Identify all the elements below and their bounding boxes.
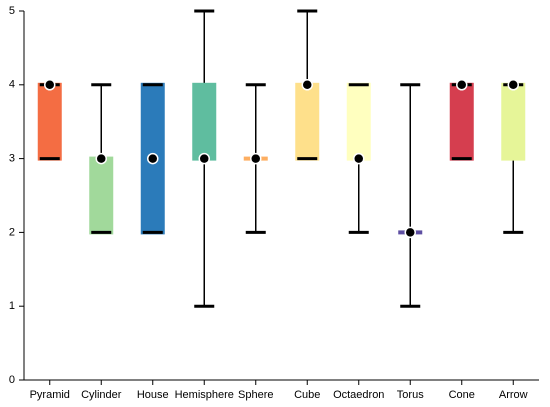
median-dot: [456, 79, 468, 91]
box: [501, 82, 526, 161]
median-dot: [404, 226, 416, 239]
x-tick-label: Cylinder: [81, 389, 122, 401]
median-dot: [353, 152, 365, 165]
y-tick-label: 5: [9, 5, 15, 17]
x-tick-label: Octaedron: [333, 389, 384, 401]
x-tick-label: House: [137, 389, 169, 401]
box: [295, 82, 320, 161]
box: [449, 82, 474, 161]
x-tick-label: Cube: [294, 389, 320, 401]
y-tick-label: 4: [9, 79, 15, 91]
y-tick-label: 0: [9, 374, 15, 386]
y-tick-label: 1: [9, 300, 15, 312]
median-dot: [301, 79, 313, 91]
x-tick-label: Sphere: [238, 389, 273, 401]
median-dot: [95, 152, 107, 165]
box: [346, 82, 371, 161]
y-tick-label: 2: [9, 226, 15, 238]
median-dot: [198, 152, 210, 165]
x-tick-label: Cone: [449, 389, 475, 401]
box: [37, 82, 62, 161]
x-tick-label: Hemisphere: [175, 389, 234, 401]
median-dot: [147, 152, 159, 165]
median-dot: [250, 152, 262, 165]
median-dot: [507, 79, 519, 91]
x-tick-label: Torus: [397, 389, 424, 401]
box: [192, 82, 217, 161]
y-tick-label: 3: [9, 153, 15, 165]
box: [89, 156, 114, 235]
x-tick-label: Pyramid: [30, 389, 70, 401]
x-tick-label: Arrow: [499, 389, 528, 401]
median-dot: [44, 79, 56, 91]
